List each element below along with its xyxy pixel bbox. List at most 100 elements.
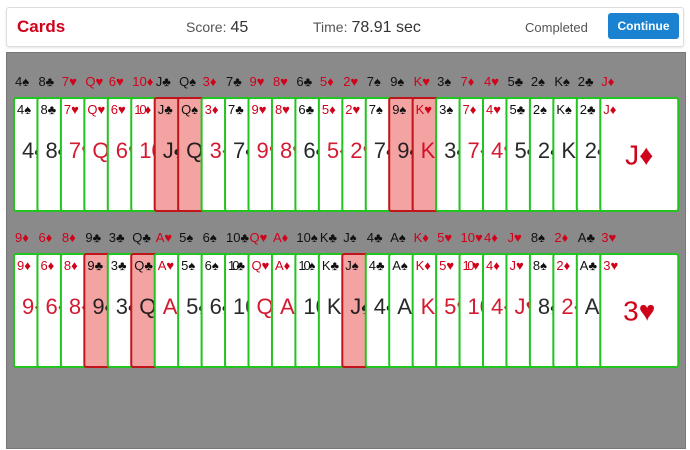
card-corner: 8♠ [533, 258, 547, 273]
card-corner: 2♠ [533, 102, 547, 117]
time-label: Time: [313, 19, 348, 35]
card-label: 3♠ [437, 74, 451, 89]
card-corner: 9♦ [17, 258, 31, 273]
card-label: 5♥ [437, 230, 452, 245]
card-label: Q♥ [250, 230, 268, 245]
card-label: 9♣ [85, 230, 101, 245]
card-corner: 4♠ [17, 102, 31, 117]
card-corner: 10♥ [463, 258, 480, 273]
card-corner: 7♠ [369, 102, 383, 117]
card-face [599, 253, 680, 368]
card-label: A♥ [156, 230, 173, 245]
card-corner: 7♣ [228, 102, 244, 117]
card-label: J♣ [156, 74, 172, 89]
card-label: 10♥ [461, 230, 483, 245]
card-label: 8♣ [38, 74, 54, 89]
card-label: K♦ [414, 230, 430, 245]
card-corner: 4♥ [486, 102, 501, 117]
card-corner: 6♠ [205, 258, 219, 273]
card-corner: 10♦ [134, 102, 151, 117]
card-corner: 3♥ [603, 258, 618, 273]
card-label: J♦ [601, 74, 615, 89]
card-label: 8♠ [531, 230, 545, 245]
card-label: 3♣ [109, 230, 125, 245]
card-label: 4♦ [484, 230, 498, 245]
card-corner: J♣ [158, 102, 174, 117]
card-corner: J♥ [509, 258, 524, 273]
card-corner: 9♣ [87, 258, 103, 273]
card-corner: 3♦ [205, 102, 219, 117]
card-corner: 10♣ [228, 258, 245, 273]
card-label: Q♣ [132, 230, 151, 245]
card-corner: A♠ [392, 258, 408, 273]
card-corner: 2♣ [580, 102, 596, 117]
card-label: J♠ [343, 230, 357, 245]
card-corner: K♦ [416, 258, 432, 273]
card-corner: 7♥ [64, 102, 79, 117]
card-label: 7♣ [226, 74, 242, 89]
card-corner: 2♥ [345, 102, 360, 117]
card-corner: A♦ [275, 258, 291, 273]
card-label: 6♥ [109, 74, 124, 89]
card-label: 8♥ [273, 74, 288, 89]
card-label: K♥ [414, 74, 431, 89]
score-value: 45 [230, 19, 249, 36]
card-corner: 5♣ [509, 102, 525, 117]
card-corner: 10♠ [298, 258, 315, 273]
card-corner: 5♥ [439, 258, 454, 273]
card[interactable]: J♦ J♦ [599, 97, 680, 212]
card-corner: Q♥ [252, 258, 270, 273]
score: Score: 45 [186, 19, 248, 37]
header: Cards Score: 45 Time: 78.91 sec Completed … [6, 7, 684, 47]
card-corner: K♠ [556, 102, 572, 117]
card-corner: 5♠ [181, 258, 195, 273]
card-face [599, 97, 680, 212]
card-label: A♠ [390, 230, 406, 245]
card-corner: 6♦ [40, 258, 54, 273]
card-corner: K♣ [322, 258, 340, 273]
card-corner: J♦ [603, 102, 617, 117]
continue-button[interactable]: Continue [608, 13, 679, 39]
card-corner: 8♥ [275, 102, 290, 117]
card-label: 9♥ [250, 74, 265, 89]
card-corner: Q♣ [134, 258, 153, 273]
card-corner: 4♦ [486, 258, 500, 273]
card-label: 10♣ [226, 230, 249, 245]
card-corner: Q♥ [87, 102, 105, 117]
card-center: J♦ [625, 140, 653, 171]
card-label: 10♠ [296, 230, 317, 245]
card-label: 7♦ [461, 74, 475, 89]
time-value: 78.91 sec [351, 19, 421, 36]
card-label: 4♠ [15, 74, 29, 89]
card-corner: 5♦ [322, 102, 336, 117]
card-corner: K♥ [416, 102, 433, 117]
title: Cards [17, 17, 66, 36]
card-label: K♠ [554, 74, 570, 89]
card-label: A♣ [578, 230, 596, 245]
card-corner: 8♣ [40, 102, 56, 117]
card-label: 5♠ [179, 230, 193, 245]
card-label: 5♣ [507, 74, 523, 89]
card-corner: 6♣ [298, 102, 314, 117]
card-label: A♦ [273, 230, 289, 245]
card-label: 7♥ [62, 74, 77, 89]
card-label: 6♦ [38, 230, 52, 245]
card-corner: 3♠ [439, 102, 453, 117]
time: Time: 78.91 sec [313, 19, 421, 37]
card-label: 6♣ [296, 74, 312, 89]
card-center: 3♥ [623, 296, 655, 327]
card-label: J♥ [507, 230, 522, 245]
card-label: 9♦ [15, 230, 29, 245]
card-corner: J♠ [345, 258, 359, 273]
card-corner: 7♦ [463, 102, 477, 117]
card[interactable]: 3♥ 3♥ [599, 253, 680, 368]
card-label: 4♣ [367, 230, 383, 245]
card-label: K♣ [320, 230, 338, 245]
cards: 4♠4♠4♠8♣8♣8♣7♥7♥7♥Q♥Q♥Q♥6♥6♥6♥10♦10♦10♦J… [13, 74, 680, 368]
card-corner: A♥ [158, 258, 175, 273]
card-label: 6♠ [203, 230, 217, 245]
card-corner: 8♦ [64, 258, 78, 273]
score-label: Score: [186, 19, 227, 35]
card-label: Q♥ [85, 74, 103, 89]
